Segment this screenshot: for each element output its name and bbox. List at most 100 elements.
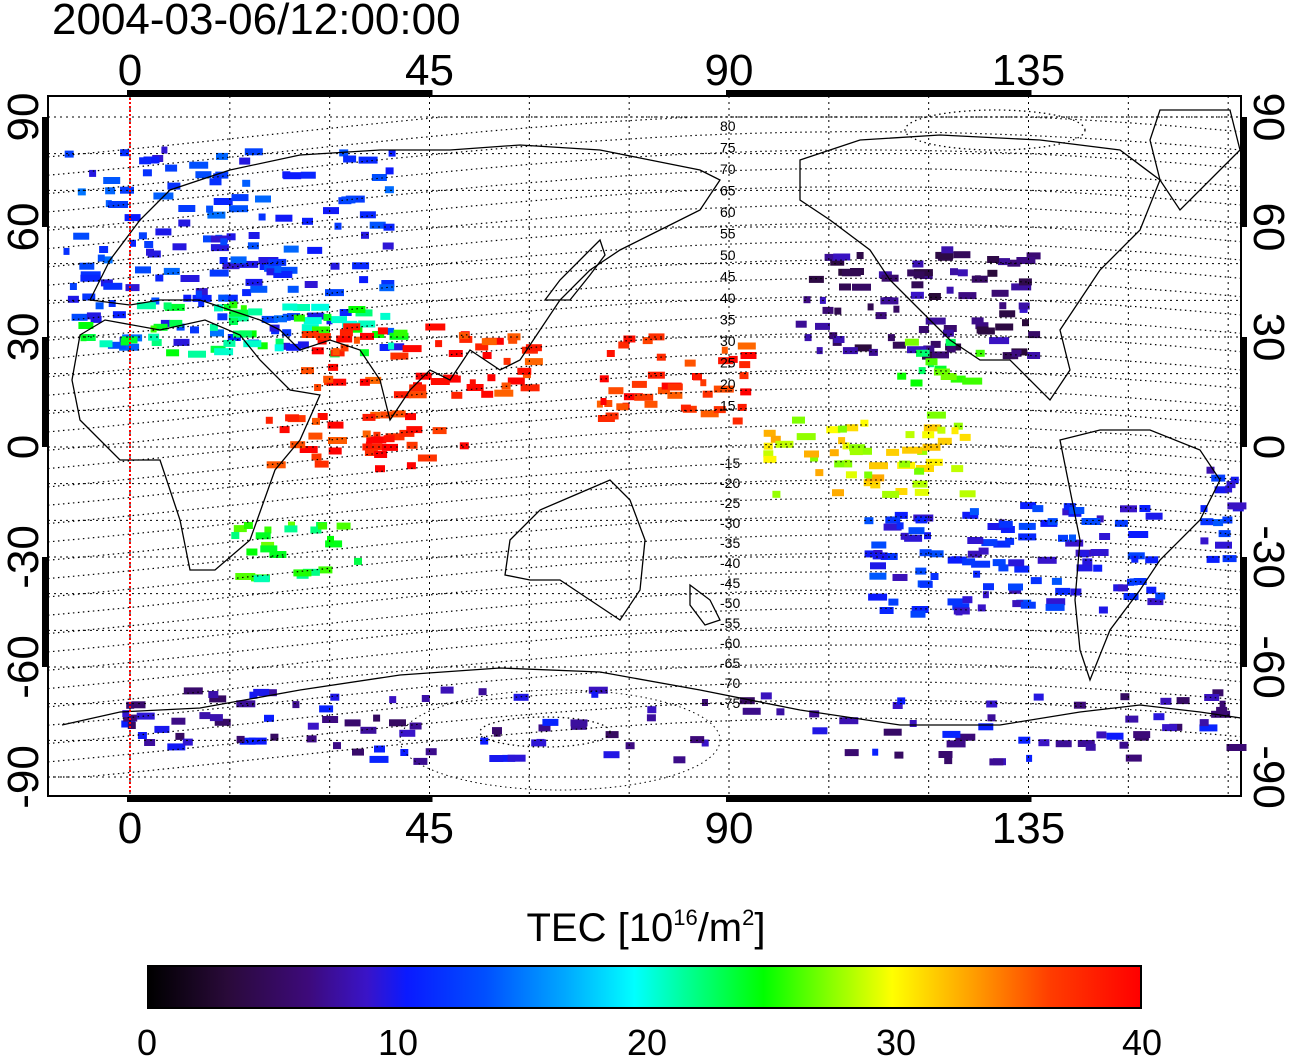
tec-cell [299,446,318,453]
tec-cell [1028,331,1041,339]
tec-cell [306,735,317,743]
tec-cell [588,686,608,694]
tec-cell [293,314,305,322]
tec-cell [374,451,388,458]
tec-cell [80,334,87,342]
tec-cell [795,320,807,328]
tec-cell [971,275,988,283]
tec-cell [604,400,613,407]
tec-cell [155,274,164,282]
tec-cell [226,233,236,241]
tec-cell [603,751,620,759]
tec-cell [155,228,172,236]
tec-cell [900,532,909,540]
tec-cell [301,331,319,338]
tec-cell [1038,739,1050,747]
tec-cell [243,522,253,529]
tec-cell [125,284,140,292]
tec-cell [244,148,263,156]
lat-tick-label: 30 [0,313,48,362]
tec-cell [282,329,292,337]
tec-cell [245,278,263,286]
tec-cell [393,329,408,337]
colorbar-tick-label: 10 [378,1022,419,1063]
tec-cell [405,413,416,421]
tec-cell [317,413,328,420]
tec-cell [293,569,312,577]
tec-cell [926,411,946,419]
tec-cell [992,559,1006,567]
tec-cell [311,303,330,311]
geomagnetic-contour-line [47,662,1241,726]
tec-cell [144,739,156,746]
tec-cell [937,437,952,445]
tec-cell [701,739,709,747]
tec-cell [1026,252,1041,260]
tec-cell [163,302,172,310]
tec-cell [198,300,205,308]
contour-label: 20 [720,376,736,392]
tec-cell [647,706,657,714]
tec-cell [995,323,1014,331]
tec-cell [911,281,924,289]
tec-cell [1225,485,1233,493]
tec-cell [634,393,654,401]
frame-tick-bar [42,117,48,227]
tec-cell [173,338,190,346]
tec-cell [667,383,683,391]
tec-cell [360,726,377,734]
tec-cell [1011,283,1032,291]
tec-cell [842,347,858,355]
tec-cell [148,333,160,341]
tec-cell [190,326,199,334]
tec-cell [616,403,629,411]
tec-cell [82,293,96,301]
tec-cell [229,205,248,213]
tec-cell [105,187,116,195]
tec-cell [402,345,422,353]
tec-cell [1118,584,1128,592]
tec-cell [219,257,228,264]
tec-cell [1206,466,1215,474]
tec-cell [885,516,901,524]
tec-cell [359,349,369,357]
tec-cell [371,174,387,181]
tec-cell [1026,754,1033,762]
tec-cell [86,312,101,320]
tec-cell [507,377,525,385]
tec-cell [103,177,121,184]
tec-cell [383,223,395,231]
tec-cell [213,198,233,205]
tec-cell [178,205,196,212]
tec-cell [739,361,751,369]
tec-cell [866,474,885,482]
tec-cell [623,393,643,401]
tec-cell [1226,481,1236,489]
tec-cell [808,275,824,283]
geomagnetic-contour-line [47,351,1241,415]
tec-cell [183,294,192,302]
tec-cell [285,414,300,422]
frame-tick-bar [127,796,433,802]
colorbar-tick-label: 30 [876,1022,917,1063]
contour-label: 35 [720,312,736,328]
tec-cell [625,742,635,750]
tec-cell [1002,352,1015,360]
tec-cell [975,322,989,330]
tec-cell [459,335,473,343]
tec-cell [275,338,284,346]
tec-cell [380,312,391,320]
tec-cell [858,447,872,455]
tec-cell [989,337,1010,345]
tec-cell [67,295,79,303]
tec-cell [803,296,811,304]
tec-cell [380,411,393,419]
tec-cell [352,748,364,756]
tec-cell [209,178,222,186]
tec-cell [475,343,489,351]
tec-cell [264,714,274,722]
tec-cell [1063,503,1076,511]
tec-cell [809,710,820,718]
tec-cell [301,367,314,375]
tec-cell [815,469,824,477]
